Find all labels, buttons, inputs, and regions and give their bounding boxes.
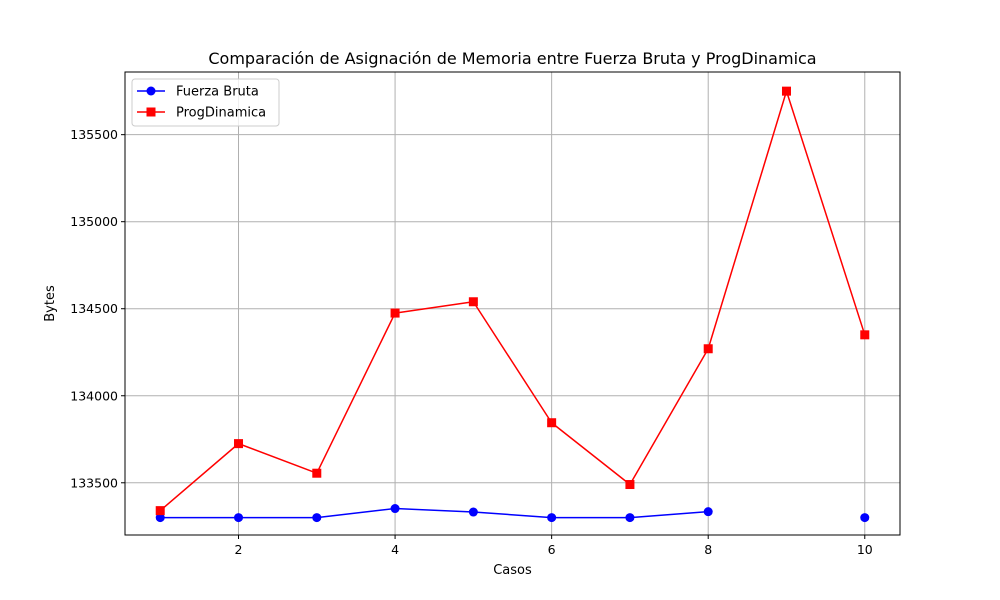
data-point-progdinamica bbox=[234, 439, 244, 449]
x-tick-label: 2 bbox=[235, 542, 243, 557]
x-tick-label: 8 bbox=[704, 542, 712, 557]
data-point-fuerza-bruta bbox=[860, 513, 870, 523]
legend-marker-fuerza-bruta bbox=[146, 86, 156, 96]
legend-marker-progdinamica bbox=[146, 107, 156, 117]
y-axis-label: Bytes bbox=[43, 285, 58, 322]
legend-label-progdinamica: ProgDinamica bbox=[176, 106, 266, 121]
data-point-fuerza-bruta bbox=[547, 513, 557, 523]
data-point-fuerza-bruta bbox=[703, 507, 713, 517]
data-point-progdinamica bbox=[547, 418, 557, 428]
x-tick-label: 6 bbox=[548, 542, 556, 557]
data-point-progdinamica bbox=[155, 506, 165, 516]
y-tick-label: 135000 bbox=[70, 214, 118, 229]
series-line-fuerza-bruta bbox=[160, 507, 709, 519]
series-layer bbox=[155, 86, 870, 523]
legend-box bbox=[131, 78, 280, 127]
data-point-progdinamica bbox=[703, 344, 713, 354]
series-line-progdinamica bbox=[159, 90, 866, 512]
legend: Fuerza Bruta ProgDinamica bbox=[131, 78, 280, 127]
data-point-progdinamica bbox=[312, 468, 322, 478]
data-point-fuerza-bruta bbox=[312, 513, 322, 523]
series-progdinamica bbox=[155, 86, 870, 516]
data-point-progdinamica bbox=[625, 480, 635, 490]
data-point-fuerza-bruta bbox=[155, 513, 165, 523]
data-point-fuerza-bruta bbox=[468, 507, 478, 517]
y-tick-label: 135500 bbox=[70, 127, 118, 142]
y-tick-label: 133500 bbox=[70, 475, 118, 490]
plot-frame bbox=[124, 71, 901, 536]
data-point-progdinamica bbox=[781, 86, 791, 96]
data-point-progdinamica bbox=[390, 308, 400, 318]
data-point-progdinamica bbox=[860, 330, 870, 340]
grid bbox=[125, 72, 900, 535]
x-axis-label: Casos bbox=[493, 563, 532, 578]
axis-ticks: 2 4 6 8 10 133500 134000 134500 135000 135500 bbox=[70, 127, 872, 557]
data-point-progdinamica bbox=[468, 297, 478, 307]
data-point-fuerza-bruta bbox=[234, 513, 244, 523]
x-tick-label: 10 bbox=[857, 542, 873, 557]
legend-label-fuerza-bruta: Fuerza Bruta bbox=[176, 85, 259, 100]
data-point-fuerza-bruta bbox=[390, 504, 400, 514]
chart-title: Comparación de Asignación de Memoria ent… bbox=[208, 49, 816, 68]
series-fuerza-bruta bbox=[155, 504, 870, 523]
data-point-fuerza-bruta bbox=[625, 513, 635, 523]
x-tick-label: 4 bbox=[391, 542, 399, 557]
y-tick-label: 134500 bbox=[70, 301, 118, 316]
y-tick-label: 134000 bbox=[70, 388, 118, 403]
